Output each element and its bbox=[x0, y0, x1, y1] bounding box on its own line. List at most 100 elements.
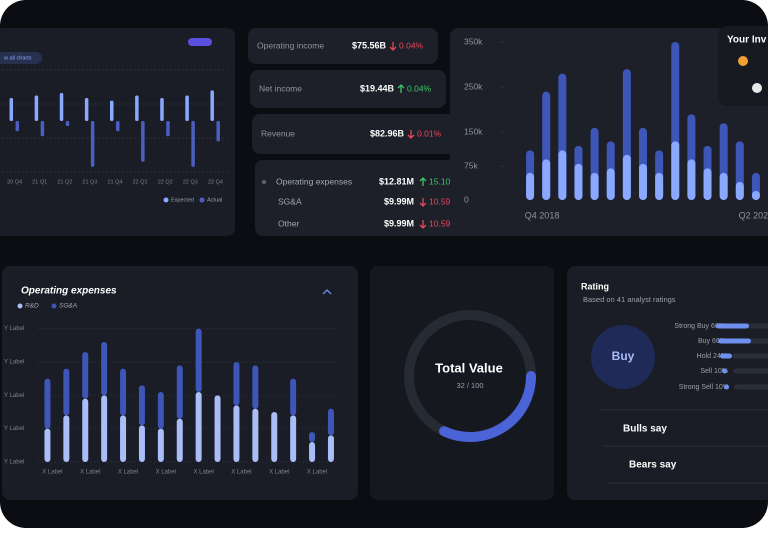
bar bbox=[671, 141, 680, 200]
stat-value: $82.96B bbox=[370, 128, 405, 138]
gauge-label: 32 / 100 bbox=[456, 381, 483, 390]
gauge-title: Total Value bbox=[435, 360, 503, 375]
collapse-icon[interactable] bbox=[322, 289, 332, 295]
bar bbox=[195, 328, 202, 392]
gauge-arc bbox=[439, 371, 536, 442]
x-tick-label: 21 Q2 bbox=[57, 179, 72, 185]
bar bbox=[176, 418, 183, 462]
bar bbox=[40, 121, 45, 137]
rating-subtitle: Based on 41 analyst ratings bbox=[583, 295, 676, 304]
legend-label: Actual bbox=[207, 197, 222, 203]
bar bbox=[44, 428, 51, 462]
stat-value: $75.56B bbox=[352, 40, 387, 50]
verdict-circle bbox=[591, 325, 655, 389]
rating-label: Buy 66% bbox=[698, 338, 726, 345]
bar bbox=[542, 159, 551, 200]
x-tick-label: Q2 2023 bbox=[739, 210, 768, 220]
x-tick-label: 22 Q4 bbox=[208, 179, 223, 185]
rating-label: Strong Buy 66% bbox=[674, 323, 725, 330]
rating-label: Hold 24% bbox=[697, 353, 727, 360]
expense-value: $9.99M bbox=[384, 196, 414, 206]
x-tick-label: X Label bbox=[231, 470, 251, 476]
bar bbox=[157, 392, 164, 429]
bar bbox=[327, 408, 334, 436]
x-tick-label: 22 Q3 bbox=[183, 179, 198, 185]
x-tick-label: X Label bbox=[307, 470, 327, 476]
panel bbox=[0, 28, 235, 236]
bar bbox=[191, 121, 195, 167]
expense-label: SG&A bbox=[278, 196, 302, 206]
y-tick-label: Y Label bbox=[4, 326, 24, 332]
x-tick-label: X Label bbox=[193, 470, 213, 476]
rating-track bbox=[733, 368, 768, 374]
bar bbox=[309, 442, 316, 462]
bar bbox=[84, 98, 89, 121]
panel-title: Your Inv bbox=[727, 35, 767, 46]
expense-label: Other bbox=[278, 218, 299, 228]
x-tick-label: 22 Q2 bbox=[158, 179, 173, 185]
bar bbox=[252, 365, 259, 409]
x-tick-label: 22 Q1 bbox=[133, 179, 148, 185]
y-tick-label: 250k bbox=[464, 81, 483, 91]
bar bbox=[34, 95, 39, 121]
x-tick-label: Q4 2018 bbox=[525, 210, 560, 220]
legend-label: SG&A bbox=[59, 303, 77, 310]
panel bbox=[248, 28, 438, 64]
rating-title: Rating bbox=[581, 281, 609, 291]
bar bbox=[63, 368, 70, 416]
bar bbox=[44, 378, 51, 429]
x-tick-label: 21 Q1 bbox=[32, 179, 47, 185]
change-arrow bbox=[419, 177, 427, 186]
expense-value: $12.81M bbox=[379, 176, 414, 186]
x-tick-label: 20 Q4 bbox=[7, 179, 22, 185]
y-tick-label: Y Label bbox=[4, 360, 24, 366]
y-tick-label: Y Label bbox=[4, 460, 24, 466]
x-tick-label: 21 Q4 bbox=[108, 179, 123, 185]
verdict: Buy bbox=[612, 349, 635, 363]
bar bbox=[63, 415, 70, 462]
y-tick-label: Y Label bbox=[4, 426, 24, 432]
bar bbox=[574, 163, 583, 200]
bar bbox=[558, 150, 567, 200]
bar bbox=[210, 90, 214, 121]
bar bbox=[216, 121, 220, 142]
bar bbox=[606, 168, 615, 200]
bar bbox=[233, 362, 240, 406]
bar bbox=[116, 121, 120, 132]
legend-dot bbox=[51, 303, 57, 309]
bar bbox=[120, 415, 127, 462]
panel bbox=[250, 70, 446, 108]
y-tick-label: 0 bbox=[464, 194, 469, 204]
rating-bar bbox=[716, 323, 749, 329]
bar bbox=[138, 385, 145, 426]
expense-change: 10.59% bbox=[429, 218, 458, 228]
bar bbox=[526, 172, 535, 200]
bar bbox=[90, 121, 95, 167]
bar bbox=[138, 425, 145, 462]
stat-value: $19.44B bbox=[360, 83, 395, 93]
y-tick-label: 350k bbox=[464, 36, 483, 46]
bar bbox=[687, 159, 696, 200]
x-tick-label: X Label bbox=[80, 470, 100, 476]
see-all-button[interactable] bbox=[0, 52, 42, 64]
legend-label: Expected bbox=[171, 197, 194, 203]
bar bbox=[157, 428, 164, 462]
change-arrow bbox=[419, 220, 427, 229]
bar bbox=[719, 172, 728, 200]
change-arrow bbox=[419, 198, 427, 207]
bar bbox=[15, 121, 20, 132]
y-tick-label: Y Label bbox=[4, 393, 24, 399]
rating-label: Sell 10% bbox=[700, 368, 728, 375]
bar bbox=[120, 368, 127, 416]
bar bbox=[309, 432, 316, 442]
legend-label: R&D bbox=[25, 303, 39, 310]
rating-bar bbox=[720, 353, 732, 359]
bar bbox=[65, 121, 70, 127]
x-tick-label: X Label bbox=[42, 470, 62, 476]
panel bbox=[255, 160, 472, 236]
bar bbox=[82, 398, 89, 462]
bar bbox=[622, 154, 631, 200]
bar bbox=[327, 435, 334, 462]
bar bbox=[233, 405, 240, 462]
